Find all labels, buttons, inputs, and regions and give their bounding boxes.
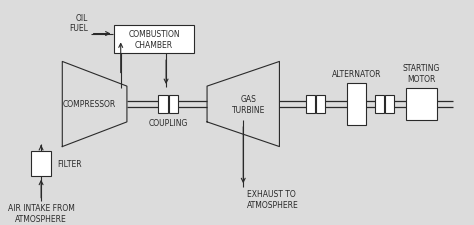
Text: FILTER: FILTER xyxy=(57,159,82,168)
Bar xyxy=(114,26,194,54)
Text: COMBUSTION
CHAMBER: COMBUSTION CHAMBER xyxy=(128,30,180,50)
Text: ALTERNATOR: ALTERNATOR xyxy=(332,69,381,78)
Bar xyxy=(306,96,315,113)
Text: AIR INTAKE FROM
ATMOSPHERE: AIR INTAKE FROM ATMOSPHERE xyxy=(8,203,74,223)
Bar xyxy=(385,96,394,113)
Text: OIL
FUEL: OIL FUEL xyxy=(69,14,88,33)
Bar xyxy=(374,96,384,113)
Bar xyxy=(346,83,366,126)
Text: STARTING
MOTOR: STARTING MOTOR xyxy=(403,64,440,83)
Bar xyxy=(406,88,437,120)
Text: EXHAUST TO
ATMOSPHERE: EXHAUST TO ATMOSPHERE xyxy=(247,189,299,209)
Bar xyxy=(31,151,51,177)
Text: GAS
TURBINE: GAS TURBINE xyxy=(232,95,265,114)
Bar xyxy=(158,96,168,113)
Text: COMPRESSOR: COMPRESSOR xyxy=(63,100,116,109)
Bar xyxy=(316,96,326,113)
Bar xyxy=(169,96,178,113)
Text: COUPLING: COUPLING xyxy=(148,118,188,127)
